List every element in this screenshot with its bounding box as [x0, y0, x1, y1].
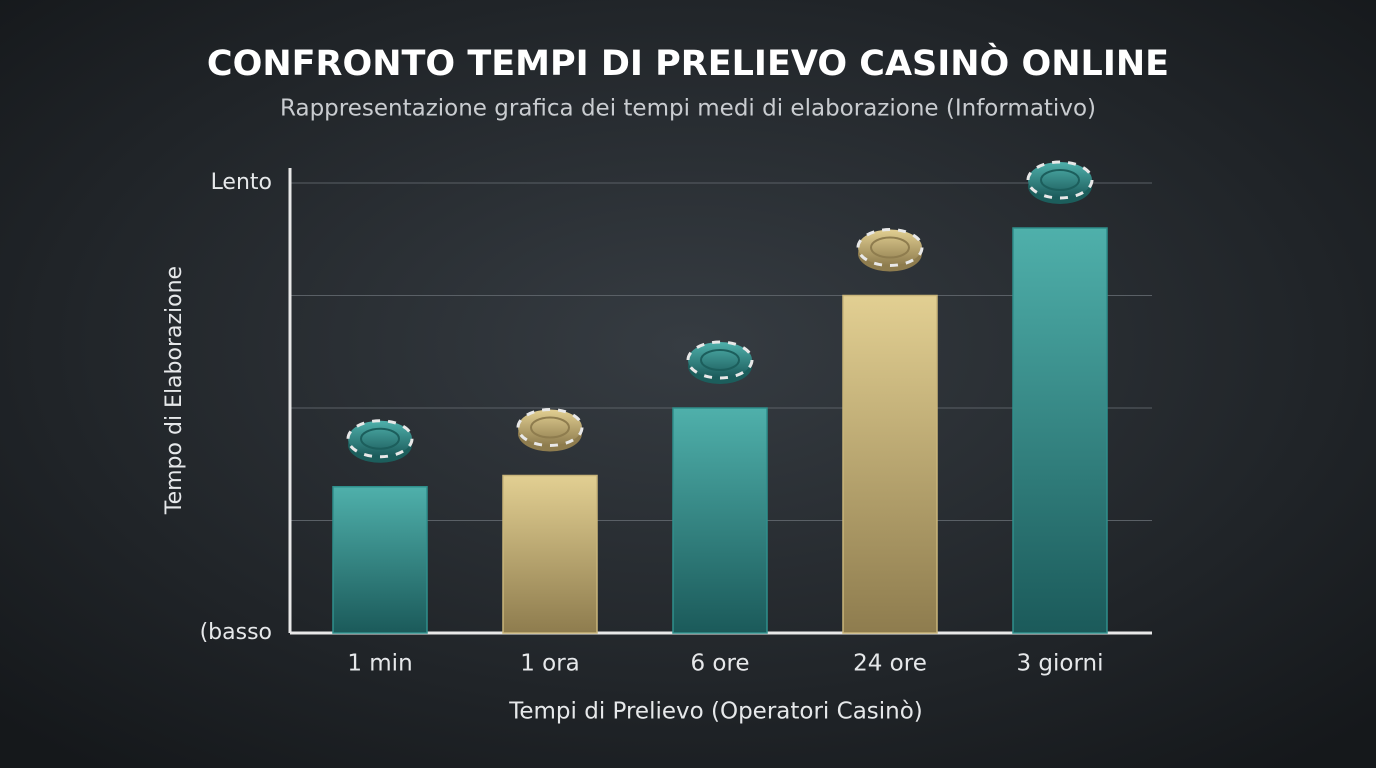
- x-tick-label: 1 ora: [520, 651, 580, 677]
- bar: [1012, 227, 1108, 634]
- chip: [856, 228, 924, 267]
- x-tick-label: 3 giorni: [1016, 651, 1103, 677]
- bar: [842, 294, 938, 634]
- chip: [516, 408, 584, 447]
- chip: [686, 340, 754, 380]
- chip-center: [870, 236, 910, 259]
- bar: [672, 407, 768, 634]
- chart-subtitle: Rappresentazione grafica dei tempi medi …: [280, 96, 1096, 122]
- y-tick-label: Lento: [211, 170, 272, 195]
- chip-center: [700, 349, 740, 371]
- chart-title: CONFRONTO TEMPI DI PRELIEVO CASINÒ ONLIN…: [207, 42, 1169, 84]
- chip-center: [530, 416, 570, 439]
- x-tick-label: 1 min: [347, 651, 412, 677]
- y-axis-title: Tempo di Elaborazione: [162, 266, 187, 515]
- bar: [502, 474, 598, 634]
- chip: [346, 419, 414, 459]
- bar: [332, 486, 428, 634]
- x-axis-title: Tempi di Prelievo (Operatori Casinò): [508, 699, 923, 725]
- x-tick-label: 6 ore: [690, 651, 749, 677]
- chip-center: [1040, 169, 1080, 191]
- chip: [1026, 160, 1094, 200]
- x-tick-label: 24 ore: [853, 651, 927, 677]
- chip-center: [360, 427, 400, 450]
- y-tick-label: (basso: [200, 620, 272, 645]
